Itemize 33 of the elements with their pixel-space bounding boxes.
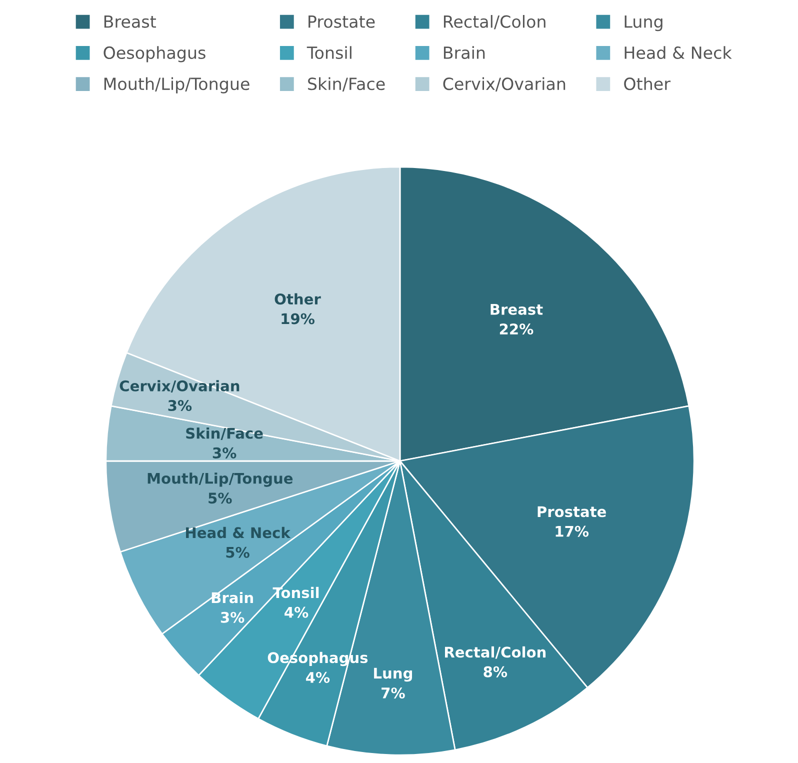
slice-label: Brain (212, 592, 253, 604)
slice-label: Rectal/Colon (445, 646, 546, 659)
legend-label: Oesophagus (104, 46, 206, 62)
legend-label: Cervix/Ovarian (443, 77, 566, 92)
data-label: 3% (212, 447, 236, 458)
legend-label: Breast (104, 16, 156, 28)
data-label: 3% (168, 400, 192, 412)
legend-label: Skin/Face (308, 77, 385, 92)
data-label: 17% (556, 526, 589, 537)
legend-label: Brain (444, 46, 485, 60)
slice-label: Prostate (538, 506, 606, 518)
legend-label: Tonsil (306, 46, 352, 60)
legend-label: Rectal/Colon (444, 15, 546, 30)
slice-label: Other (274, 293, 321, 305)
slice-label: Head & Neck (186, 526, 291, 538)
slice-label: Breast (490, 304, 543, 315)
legend-label: Lung (624, 16, 662, 32)
data-label: 7% (382, 687, 405, 698)
data-label: 5% (226, 546, 250, 558)
slice-label: Skin/Face (186, 428, 263, 440)
data-label: 22% (500, 324, 534, 335)
data-label: 5% (208, 492, 232, 504)
legend-label: Prostate (308, 16, 375, 28)
data-label: 4% (306, 672, 330, 683)
slice-label: Lung (374, 668, 412, 682)
data-label: 4% (284, 606, 308, 618)
legend-label: Other (624, 77, 670, 90)
data-label: 19% (282, 313, 314, 324)
legend-label: Mouth/Lip/Tongue (104, 77, 250, 94)
data-label: 8% (484, 666, 508, 678)
data-label: 3% (220, 612, 244, 623)
slice-label: Mouth/Lip/Tongue (148, 472, 293, 487)
legend-label: Head & Neck (624, 46, 732, 60)
